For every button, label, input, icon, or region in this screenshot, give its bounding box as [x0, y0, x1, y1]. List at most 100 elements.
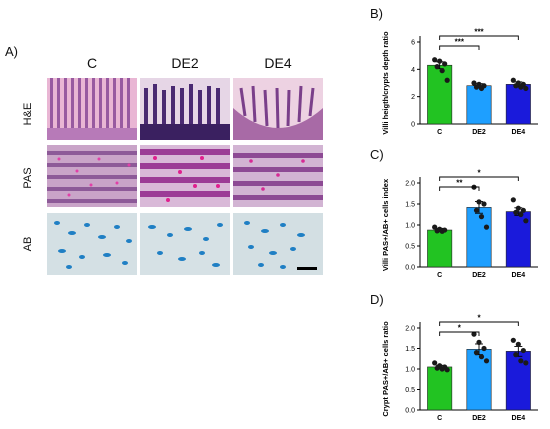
x-tick-label: DE4 [512, 272, 526, 279]
significance-label: * [458, 324, 462, 333]
y-axis-label: Villi heigth/crypts depth ratio [381, 31, 390, 135]
significance-label: *** [455, 38, 465, 47]
y-axis-label: Villi PAS+/AB+ cells index [381, 178, 390, 271]
row-label-he: H&E [22, 102, 34, 126]
y-tick-label: 6 [411, 40, 415, 47]
panel-b-label: B) [370, 6, 383, 21]
data-point [518, 211, 524, 218]
data-point [523, 360, 529, 366]
villi-pattern-ab-de2 [140, 213, 230, 275]
data-point [483, 224, 490, 230]
data-point [434, 365, 440, 371]
panel-a-label: A) [5, 44, 18, 59]
data-point [518, 84, 524, 90]
y-tick-label: 0.0 [405, 408, 415, 415]
data-point [513, 209, 519, 215]
column-label-de2: DE2 [171, 55, 199, 71]
x-tick-label: DE4 [512, 129, 526, 136]
data-point [515, 341, 521, 347]
data-point [483, 358, 490, 364]
chart-crypt-pas-ab-ratio: Crypt PAS+/AB+ cells ratio 0.0 0.5 1.0 1.5 2.… [381, 314, 538, 422]
row-label-pas: PAS [22, 167, 34, 189]
data-point [518, 358, 524, 364]
data-point [481, 201, 487, 207]
data-point [434, 64, 440, 70]
data-point [471, 80, 477, 86]
y-tick-label: 2.0 [405, 181, 415, 188]
histology-ab-c [47, 213, 137, 275]
scale-bar [297, 267, 317, 270]
data-point [473, 207, 480, 213]
y-tick-label: 2 [411, 94, 415, 101]
data-point [476, 199, 482, 205]
x-tick-label: DE2 [472, 129, 486, 136]
panel-c-label: C) [370, 147, 384, 162]
bar-c [427, 366, 453, 411]
data-point [478, 85, 485, 92]
histology-ab-de4 [233, 213, 323, 275]
data-point [432, 360, 438, 366]
column-label-de4: DE4 [264, 55, 292, 71]
x-tick-label: DE4 [512, 415, 526, 422]
data-point [510, 337, 516, 343]
villi-pattern-ab-c [47, 213, 137, 275]
data-point [520, 207, 526, 213]
y-tick-label: 4 [411, 67, 415, 74]
villi-pattern-he-de4 [233, 78, 323, 140]
villi-pattern-pas-de2 [140, 145, 230, 207]
x-tick-label: DE2 [472, 415, 486, 422]
data-point [432, 224, 438, 230]
data-point [444, 77, 450, 83]
data-point [434, 228, 440, 234]
y-tick-label: 1.5 [405, 202, 415, 209]
y-axis-label: Crypt PAS+/AB+ cells ratio [381, 321, 390, 417]
data-point [510, 77, 516, 83]
significance-label: * [477, 169, 481, 178]
data-point [437, 58, 443, 64]
data-point [442, 61, 448, 67]
data-point [513, 83, 519, 89]
data-point [523, 85, 529, 92]
x-tick-label: DE2 [472, 272, 486, 279]
significance-bracket [439, 186, 480, 191]
data-point [471, 331, 477, 337]
data-point [439, 228, 445, 234]
data-point [520, 347, 526, 354]
histology-he-de4 [233, 78, 323, 140]
data-point [444, 367, 450, 373]
chart-villi-pas-ab-index: Villi PAS+/AB+ cells index 0.0 0.5 1.0 1.5 2.… [381, 169, 538, 279]
significance-bracket [439, 176, 519, 181]
y-tick-label: 2.0 [405, 326, 415, 333]
data-point [523, 218, 529, 224]
histology-pas-de2 [140, 145, 230, 207]
significance-label: *** [474, 28, 484, 37]
histology-pas-c [47, 145, 137, 207]
y-tick-label: 0.0 [405, 265, 415, 272]
significance-bracket [439, 321, 519, 326]
data-point [515, 205, 521, 211]
data-point [439, 68, 445, 74]
bar-c [427, 229, 453, 268]
x-tick-label: C [437, 129, 442, 136]
x-tick-label: C [437, 415, 442, 422]
chart-villi-height-ratio: Villi heigth/crypts depth ratio 0 2 4 6 C DE2 D… [381, 28, 538, 136]
significance-label: ** [456, 179, 463, 188]
villi-pattern-he-c [47, 78, 137, 140]
data-point [513, 352, 519, 358]
data-point [478, 214, 485, 220]
data-point [473, 84, 480, 90]
data-point [510, 197, 516, 203]
villi-pattern-he-de2 [140, 78, 230, 140]
panel-d-label: D) [370, 292, 384, 307]
significance-bracket [439, 45, 480, 50]
y-tick-label: 1.5 [405, 346, 415, 353]
data-point [439, 366, 445, 372]
data-point [478, 354, 485, 360]
data-point [473, 350, 480, 356]
data-point [432, 57, 438, 63]
histology-he-c [47, 78, 137, 140]
y-tick-label: 1.0 [405, 223, 415, 230]
histology-ab-de2 [140, 213, 230, 275]
significance-bracket [439, 35, 519, 40]
y-tick-label: 0.5 [405, 244, 415, 251]
